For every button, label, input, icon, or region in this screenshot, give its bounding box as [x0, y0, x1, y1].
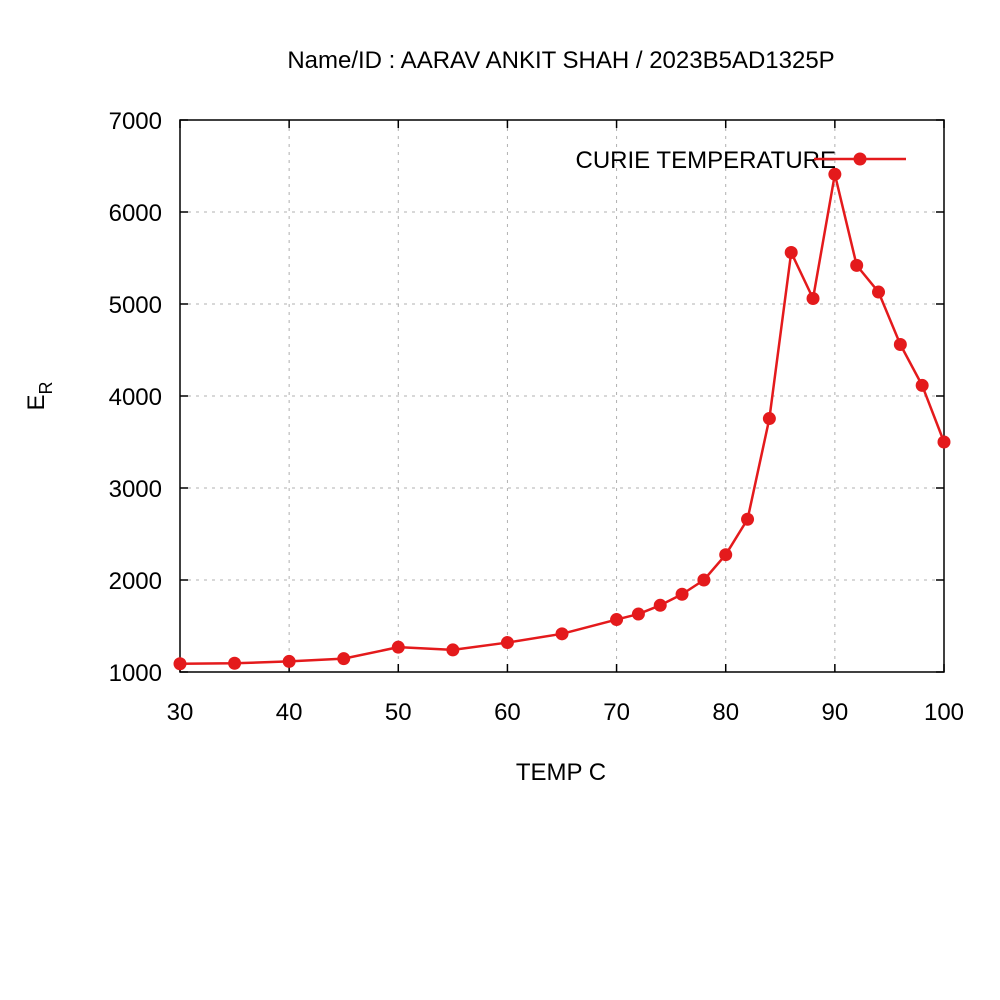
x-tick-label: 100 [924, 699, 964, 726]
plot-frame [179, 119, 945, 673]
y-axis-label-subscript: R [36, 381, 56, 394]
data-point [872, 285, 886, 299]
data-point [610, 613, 624, 627]
data-point [500, 636, 514, 650]
x-tick-label: 50 [385, 699, 412, 726]
y-tick-label: 3000 [109, 476, 162, 503]
x-tick-label: 60 [494, 699, 521, 726]
legend: CURIE TEMPERATURE [576, 147, 906, 174]
data-point [850, 258, 864, 272]
legend-label: CURIE TEMPERATURE [576, 147, 836, 174]
data-point [719, 548, 733, 562]
x-tick-label: 90 [822, 699, 849, 726]
data-point [784, 245, 798, 259]
data-point [675, 587, 689, 601]
data-point [653, 598, 667, 612]
data-point [741, 512, 755, 526]
x-tick-label: 80 [712, 699, 739, 726]
data-point [937, 435, 951, 449]
data-point [337, 652, 351, 666]
tick-labels: 30 40 50 60 70 80 90 100 1000 2000 3000 4000 5000 600… [109, 108, 964, 726]
data-point [282, 654, 296, 668]
data-point [555, 627, 569, 641]
legend-marker [853, 152, 867, 166]
x-tick-label: 40 [276, 699, 303, 726]
y-axis-label-main: E [23, 394, 50, 410]
y-tick-label: 4000 [109, 384, 162, 411]
data-point [173, 657, 187, 671]
x-axis-label: TEMP C [516, 759, 606, 786]
y-tick-label: 2000 [109, 568, 162, 595]
series-layer [173, 167, 951, 671]
data-point [391, 640, 405, 654]
data-point [915, 378, 929, 392]
data-point [893, 337, 907, 351]
data-point [631, 607, 645, 621]
data-point [697, 573, 711, 587]
y-tick-label: 1000 [109, 660, 162, 687]
data-point [828, 167, 842, 181]
x-tick-label: 70 [603, 699, 630, 726]
data-point [228, 656, 242, 670]
y-axis-label: ER [23, 381, 56, 410]
y-tick-label: 7000 [109, 108, 162, 135]
data-point [762, 412, 776, 426]
y-tick-label: 6000 [109, 200, 162, 227]
data-point [446, 643, 460, 657]
y-tick-label: 5000 [109, 292, 162, 319]
data-point [806, 291, 820, 305]
svg-text:ER: ER [23, 381, 56, 410]
x-tick-label: 30 [167, 699, 194, 726]
chart-title: Name/ID : AARAV ANKIT SHAH / 2023B5AD132… [287, 47, 834, 74]
